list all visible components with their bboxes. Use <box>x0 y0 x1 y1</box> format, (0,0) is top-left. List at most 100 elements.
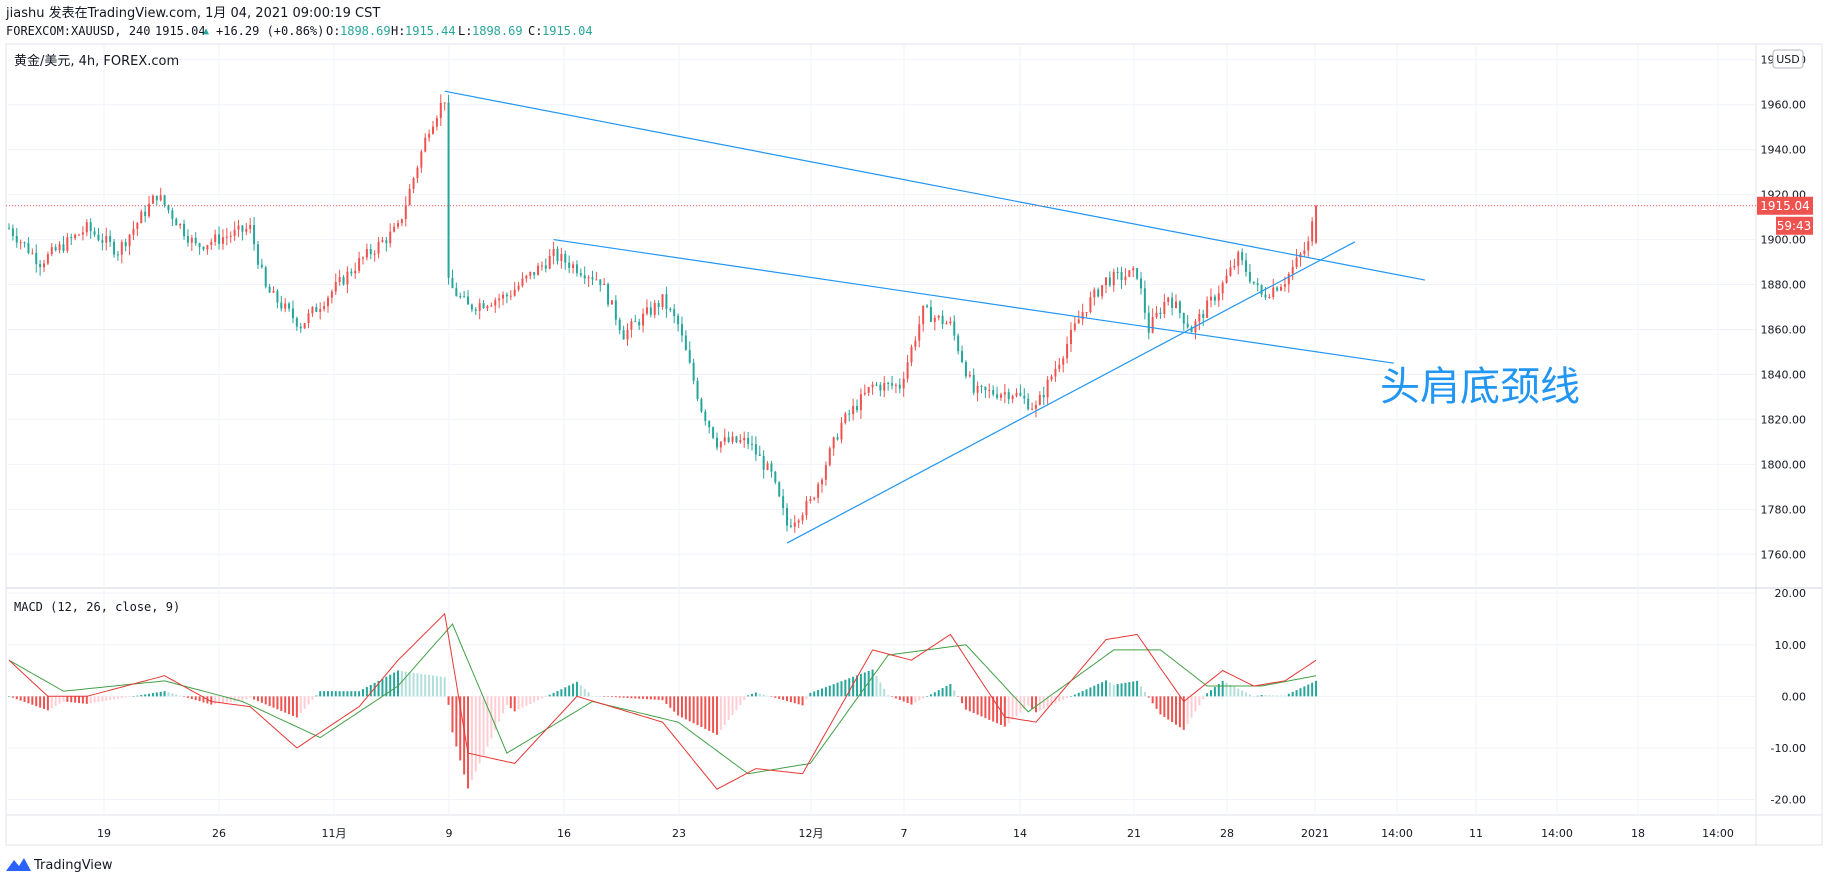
histogram-bar <box>521 696 524 708</box>
candle-body <box>120 241 123 255</box>
tradingview-logo[interactable]: TradingView <box>6 858 113 873</box>
candle <box>797 518 800 529</box>
histogram-bar <box>607 696 610 697</box>
price-axis[interactable]: 1760.00 1780.00 1800.00 1820.00 1840.00 1860.… <box>1761 54 1807 562</box>
time-axis[interactable]: 19 26 11月 9 16 23 12月 7 14 21 28 2021 14:00 11 14:00 18… <box>97 827 1734 840</box>
annotation-text[interactable]: 头肩底颈线 <box>1380 364 1580 410</box>
histogram-bar <box>1299 688 1302 697</box>
candle <box>778 481 781 498</box>
candle <box>1112 268 1115 292</box>
candle <box>1003 384 1006 404</box>
candle <box>758 445 761 457</box>
candle-body <box>1272 287 1275 298</box>
candle-body <box>428 133 431 138</box>
candle-body <box>389 231 392 244</box>
histogram-bar <box>992 696 995 722</box>
candle <box>1206 296 1209 319</box>
candle <box>295 316 298 331</box>
candle-body <box>233 229 236 236</box>
candle <box>66 232 69 253</box>
candle-body <box>743 437 746 441</box>
candle <box>1315 204 1318 245</box>
histogram-bar <box>817 689 820 697</box>
candle-body <box>1139 278 1142 289</box>
candle-body <box>439 102 442 119</box>
candle <box>540 261 543 271</box>
candle-body <box>747 437 750 444</box>
candle-body <box>684 335 687 351</box>
histogram-bar <box>494 696 497 730</box>
candle-body <box>953 321 956 336</box>
currency-badge[interactable]: USD <box>1772 49 1804 69</box>
candle-body <box>786 508 788 526</box>
histogram-bar <box>1206 693 1209 697</box>
price-grid <box>6 59 1756 555</box>
candle <box>964 360 967 379</box>
histogram-bar <box>11 696 14 698</box>
candle <box>914 336 917 351</box>
candle <box>89 218 92 239</box>
candle-body <box>735 436 738 443</box>
histogram-bar <box>482 696 485 756</box>
candle-body <box>1315 205 1318 243</box>
candle <box>124 238 127 252</box>
candle-body <box>821 479 824 485</box>
candle <box>179 223 182 229</box>
time-tick-label: 9 <box>446 827 453 840</box>
candle-body <box>128 234 131 247</box>
histogram-bar <box>1062 696 1065 700</box>
candle <box>552 241 555 265</box>
candle-body <box>43 263 46 268</box>
candle <box>175 217 178 226</box>
candle-body <box>1276 287 1279 291</box>
candle <box>548 249 551 270</box>
candle <box>190 234 193 251</box>
candle <box>432 120 435 135</box>
candle-body <box>1303 250 1306 255</box>
histogram-bar <box>1128 682 1131 697</box>
candle-body <box>739 440 742 443</box>
candle <box>1085 311 1088 318</box>
candle-body <box>206 245 209 250</box>
candle <box>513 281 516 297</box>
candle <box>1256 277 1259 292</box>
histogram-bar <box>1136 680 1139 697</box>
candle <box>276 289 279 309</box>
trendlines[interactable] <box>444 90 1426 544</box>
candle-body <box>766 463 769 470</box>
histogram-bar <box>599 696 602 697</box>
candle-body <box>15 235 18 243</box>
histogram-bar <box>151 693 154 697</box>
price-tick-label: 1840.00 <box>1761 368 1807 381</box>
candle <box>1167 296 1170 306</box>
histogram-bar <box>1085 689 1088 697</box>
candle-body <box>11 228 14 236</box>
candle <box>27 237 30 255</box>
candle <box>451 269 454 289</box>
histogram-bar <box>856 675 859 697</box>
histogram-bar <box>622 696 625 698</box>
macd-axis[interactable]: 20.00 10.00 0.00 -10.00 -20.00 <box>1771 587 1806 806</box>
candle-body <box>412 178 415 189</box>
candle-body <box>377 241 380 254</box>
candle <box>455 282 458 297</box>
publish-line: jiashu 发表在TradingView.com, 1月 04, 2021 0… <box>5 5 380 21</box>
candle-body <box>587 277 590 279</box>
candle-body <box>649 307 652 315</box>
candle <box>1007 388 1010 404</box>
histogram-bar <box>778 696 781 699</box>
histogram-bar <box>789 696 792 703</box>
candle-body <box>74 234 77 239</box>
candle <box>957 333 960 355</box>
candle <box>509 290 512 301</box>
candle-body <box>922 305 925 325</box>
candle <box>358 251 361 274</box>
candle <box>46 251 49 265</box>
candle <box>210 238 213 250</box>
candle <box>15 228 18 248</box>
candle-body <box>1221 282 1224 294</box>
histogram-bar <box>809 692 812 697</box>
histogram-bar <box>1241 690 1244 697</box>
histogram-bar <box>397 670 399 697</box>
